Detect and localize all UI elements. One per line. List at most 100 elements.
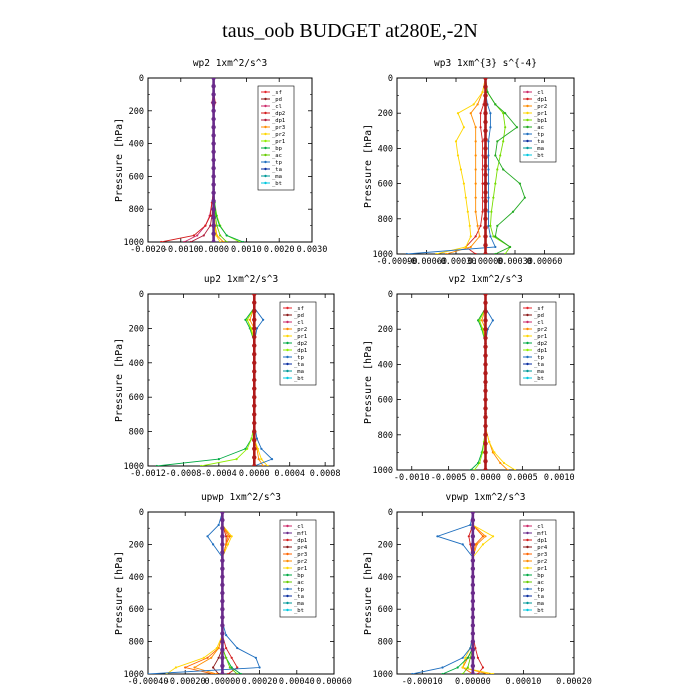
total-point (211, 198, 216, 204)
y-tick-label: 200 (378, 325, 393, 335)
total-point (483, 441, 488, 446)
legend: _sf_pd_cl_pr2_pr1_dp2_dp1_tp_ta_ma_bt (279, 301, 317, 386)
series-point (469, 468, 472, 470)
legend-swatch-dot (286, 341, 289, 345)
series-point (218, 224, 221, 227)
legend-label: _ta (294, 362, 304, 368)
legend-swatch-dot (264, 167, 267, 171)
total-point (220, 639, 225, 644)
legend-swatch-dot (286, 538, 289, 542)
series-point (226, 672, 230, 674)
total-point (483, 467, 488, 470)
legend-swatch-dot (526, 313, 529, 317)
legend-label: _pd (294, 313, 304, 319)
total-point (211, 207, 216, 212)
series-group (405, 78, 526, 254)
series-point (202, 656, 205, 659)
y-tick-label: 400 (129, 140, 144, 150)
series-point (217, 672, 220, 674)
y-tick-label: 800 (129, 205, 144, 215)
series-point (462, 182, 465, 185)
total-point (483, 415, 488, 420)
y-axis-label: Pressure [hPa] (114, 338, 125, 422)
series-point (518, 182, 522, 185)
total-point (470, 615, 476, 620)
series-point (266, 464, 269, 466)
panel-1: wp2 1xm^2/s^3 Pressure [hPa] 0 200 400 600 800… (114, 58, 327, 255)
legend-label: _bt (534, 608, 544, 614)
series-point (215, 646, 218, 650)
series-line-dp2 (161, 78, 216, 242)
total-point (483, 327, 488, 332)
legend-swatch-dot (526, 538, 529, 542)
series-point (481, 535, 485, 538)
series-point (499, 154, 502, 157)
series-point (215, 234, 218, 237)
total-point (470, 607, 476, 612)
legend-label: _pr1 (534, 566, 547, 572)
x-tick-label: 0.0030 (297, 245, 328, 255)
series-point (474, 196, 477, 199)
series-group (155, 294, 274, 466)
legend-swatch-dot (264, 125, 267, 129)
series-group (411, 512, 495, 674)
series-point (469, 112, 472, 115)
total-point (220, 566, 225, 571)
x-tick-label: -0.00090 (377, 257, 418, 267)
series-line-bp (213, 78, 244, 242)
series-point (523, 196, 526, 199)
y-axis-label: Pressure [hPa] (363, 340, 374, 424)
legend-label: _bp (272, 146, 282, 152)
series-point (258, 666, 261, 669)
series-point (511, 210, 515, 213)
series-point (202, 234, 205, 237)
series-point (270, 458, 274, 461)
legend-swatch-dot (526, 90, 529, 94)
legend-label: _ma (272, 174, 282, 180)
total-point (211, 92, 216, 97)
total-point (252, 352, 257, 357)
series-point (461, 543, 464, 546)
legend-swatch-dot (526, 587, 529, 591)
total-point (220, 615, 225, 620)
total-point (252, 420, 257, 426)
y-tick-label: 400 (129, 359, 144, 369)
series-point (478, 235, 481, 238)
total-point (211, 125, 216, 130)
series-point (235, 458, 238, 461)
legend-label: _mfl (294, 531, 307, 537)
panel-title: wp3 1xm^{3} s^{-4} (434, 58, 537, 69)
legend-label: _pr2 (534, 559, 547, 565)
series-point (230, 535, 233, 538)
series-point (226, 543, 230, 546)
series-point (476, 656, 480, 659)
legend-label: _ac (294, 580, 304, 586)
legend-label: _pr2 (294, 559, 307, 565)
series-group (160, 78, 245, 242)
total-point (470, 558, 476, 563)
legend-label: _bt (534, 153, 544, 159)
total-point (483, 111, 488, 116)
total-point (252, 395, 257, 400)
legend: _cl_mfl_dp1_pr4_pr3_pr2_pr1_bp_ac_tp_ta_… (279, 519, 317, 618)
total-point (470, 663, 476, 669)
series-point (225, 234, 228, 237)
series-point (480, 319, 483, 322)
series-point (215, 672, 218, 674)
series-point (222, 240, 225, 242)
total-point (252, 386, 257, 391)
series-point (255, 437, 259, 440)
y-tick-label: 1000 (124, 238, 144, 248)
series-point (257, 458, 260, 461)
legend: _cl_mfl_dp1_pr4_pr3_pr2_pr1_bp_ac_tp_ta_… (519, 519, 557, 618)
legend-swatch-dot (526, 97, 529, 101)
series-point (489, 112, 492, 115)
series-point (249, 327, 252, 330)
series-point (504, 112, 507, 115)
series-point (212, 666, 215, 669)
y-tick-label: 600 (378, 396, 393, 406)
series-point (454, 140, 458, 143)
series-point (225, 646, 228, 650)
series-point (217, 646, 220, 650)
series-point (236, 672, 239, 674)
